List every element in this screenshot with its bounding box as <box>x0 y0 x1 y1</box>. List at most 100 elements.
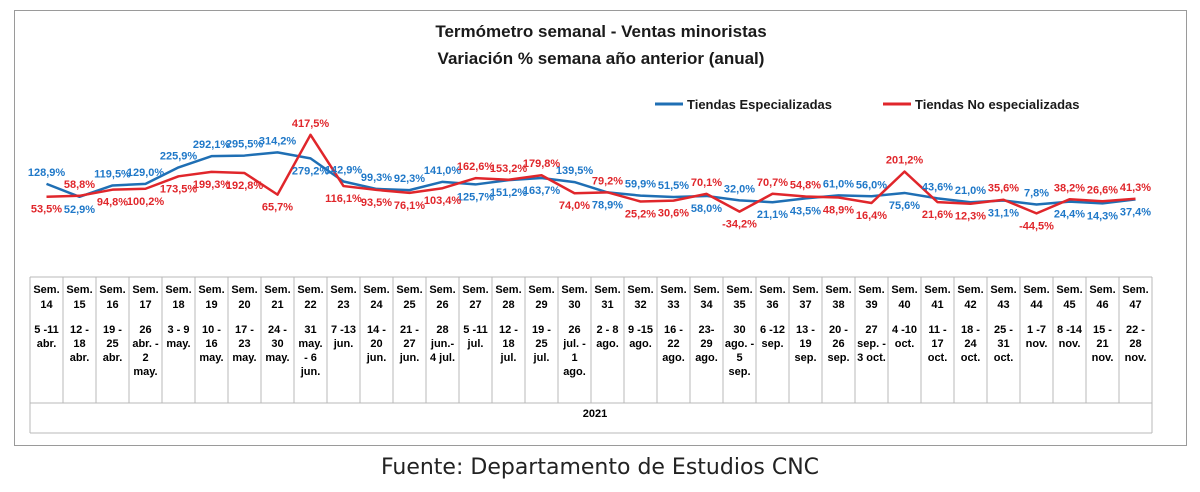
data-label-no-especializadas: 417,5% <box>292 118 330 130</box>
date-range-label: 23- <box>699 324 715 336</box>
date-range-label: 21 - <box>400 324 419 336</box>
data-label-no-especializadas: 70,7% <box>757 177 788 189</box>
data-label-especializadas: 314,2% <box>259 135 297 147</box>
date-range-label: 5 -11 <box>463 324 487 336</box>
date-range-label: 28 <box>436 324 448 336</box>
date-range-label: abr. <box>37 338 57 350</box>
week-label: Sem. <box>462 284 488 296</box>
data-label-no-especializadas: 76,1% <box>394 200 425 212</box>
week-label: Sem. <box>528 284 554 296</box>
data-label-no-especializadas: 116,1% <box>325 193 362 205</box>
data-label-no-especializadas: 65,7% <box>262 202 293 214</box>
date-range-label: 24 - <box>268 324 287 336</box>
week-label: Sem. <box>33 284 59 296</box>
date-range-label: 11 - <box>928 324 947 336</box>
data-label-especializadas: 24,4% <box>1054 209 1085 221</box>
week-label: 32 <box>634 299 646 311</box>
date-range-label: nov. <box>1125 352 1147 364</box>
data-label-especializadas: 125,7% <box>457 191 495 203</box>
week-label: Sem. <box>561 284 587 296</box>
date-range-label: 25 <box>106 338 118 350</box>
week-label: Sem. <box>429 284 455 296</box>
date-range-label: oct. <box>994 352 1014 364</box>
week-label: Sem. <box>165 284 191 296</box>
week-label: 23 <box>337 299 349 311</box>
data-label-no-especializadas: 201,2% <box>886 155 924 167</box>
week-label: 22 <box>304 299 316 311</box>
data-label-no-especializadas: -34,2% <box>722 219 757 231</box>
date-range-label: 10 - <box>202 324 221 336</box>
date-range-label: 3 oct. <box>857 352 886 364</box>
data-label-especializadas: 141,0% <box>424 165 462 177</box>
data-label-especializadas: 139,5% <box>556 165 594 177</box>
data-label-especializadas: 295,5% <box>226 139 264 151</box>
data-label-no-especializadas: 162,6% <box>457 161 495 173</box>
week-label: Sem. <box>891 284 917 296</box>
date-range-label: 18 - <box>961 324 980 336</box>
data-label-no-especializadas: 153,2% <box>490 163 528 175</box>
data-label-especializadas: 142,9% <box>325 165 363 177</box>
date-range-label: may. <box>166 338 190 350</box>
data-label-especializadas: 31,1% <box>988 208 1019 220</box>
week-label: Sem. <box>924 284 950 296</box>
date-range-label: ago. <box>596 338 619 350</box>
date-range-label: ago. <box>629 338 652 350</box>
date-range-label: 21 <box>1096 338 1108 350</box>
data-label-no-especializadas: 30,6% <box>658 208 689 220</box>
data-label-no-especializadas: 21,6% <box>922 209 953 221</box>
date-range-label: 4 -10 <box>892 324 917 336</box>
date-range-label: - 6 <box>304 352 317 364</box>
data-label-especializadas: 61,0% <box>823 178 854 190</box>
week-label: Sem. <box>297 284 323 296</box>
date-range-label: oct. <box>961 352 981 364</box>
date-range-label: jun.- <box>430 338 455 350</box>
date-range-label: jun. <box>399 352 420 364</box>
data-label-especializadas: 225,9% <box>160 150 198 162</box>
date-range-label: 19 <box>799 338 811 350</box>
data-label-especializadas: 99,3% <box>361 172 392 184</box>
week-label: Sem. <box>627 284 653 296</box>
week-label: 40 <box>898 299 910 311</box>
date-range-label: 9 -15 <box>628 324 653 336</box>
week-label: Sem. <box>957 284 983 296</box>
week-label: Sem. <box>66 284 92 296</box>
date-range-label: 25 <box>535 338 547 350</box>
data-label-especializadas: 75,6% <box>889 200 920 212</box>
date-range-label: 5 <box>736 352 742 364</box>
week-label: Sem. <box>858 284 884 296</box>
date-range-label: 5 -11 <box>34 324 58 336</box>
date-range-label: abr. <box>103 352 123 364</box>
data-label-especializadas: 279,2% <box>292 165 330 177</box>
week-label: 45 <box>1063 299 1075 311</box>
date-range-label: 12 - <box>499 324 518 336</box>
week-label: 27 <box>469 299 481 311</box>
week-label: 26 <box>436 299 448 311</box>
data-label-especializadas: 119,5% <box>94 168 131 180</box>
data-label-especializadas: 92,3% <box>394 173 425 185</box>
data-label-no-especializadas: 103,4% <box>424 195 462 207</box>
data-label-no-especializadas: 12,3% <box>955 211 986 223</box>
date-range-label: 13 - <box>796 324 815 336</box>
week-label: 43 <box>997 299 1009 311</box>
date-range-label: may. <box>199 352 223 364</box>
series-lines <box>46 133 1136 215</box>
date-range-label: 26 <box>139 324 151 336</box>
date-range-label: 12 - <box>70 324 89 336</box>
chart-title: Termómetro semanal - Ventas minoristas <box>435 22 766 41</box>
date-range-label: 4 jul. <box>430 352 455 364</box>
date-range-label: 14 - <box>367 324 386 336</box>
date-range-label: sep. <box>794 352 816 364</box>
date-range-label: 7 -13 <box>331 324 356 336</box>
week-label: 19 <box>205 299 217 311</box>
date-range-label: sep. <box>827 352 849 364</box>
date-range-label: 27 <box>865 324 877 336</box>
week-label: Sem. <box>825 284 851 296</box>
date-range-label: nov. <box>1092 352 1114 364</box>
date-range-label: oct. <box>895 338 915 350</box>
legend-label-no-especializadas: Tiendas No especializadas <box>915 97 1080 112</box>
data-label-especializadas: 292,1% <box>193 139 231 151</box>
data-label-especializadas: 128,9% <box>28 167 66 179</box>
data-label-no-especializadas: 16,4% <box>856 210 887 222</box>
week-label: 21 <box>271 299 283 311</box>
x-group-label: 2021 <box>583 408 607 420</box>
